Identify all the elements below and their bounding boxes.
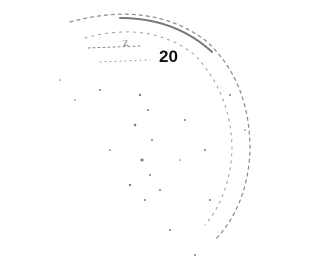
svg-text:z: z [123, 35, 128, 49]
seal-marks: z [59, 35, 246, 256]
scan: z 20 [0, 0, 262, 275]
page: z 20 (() => { const data = JSON.parse(do… [0, 0, 262, 275]
stamp-number: 20 [159, 47, 178, 66]
